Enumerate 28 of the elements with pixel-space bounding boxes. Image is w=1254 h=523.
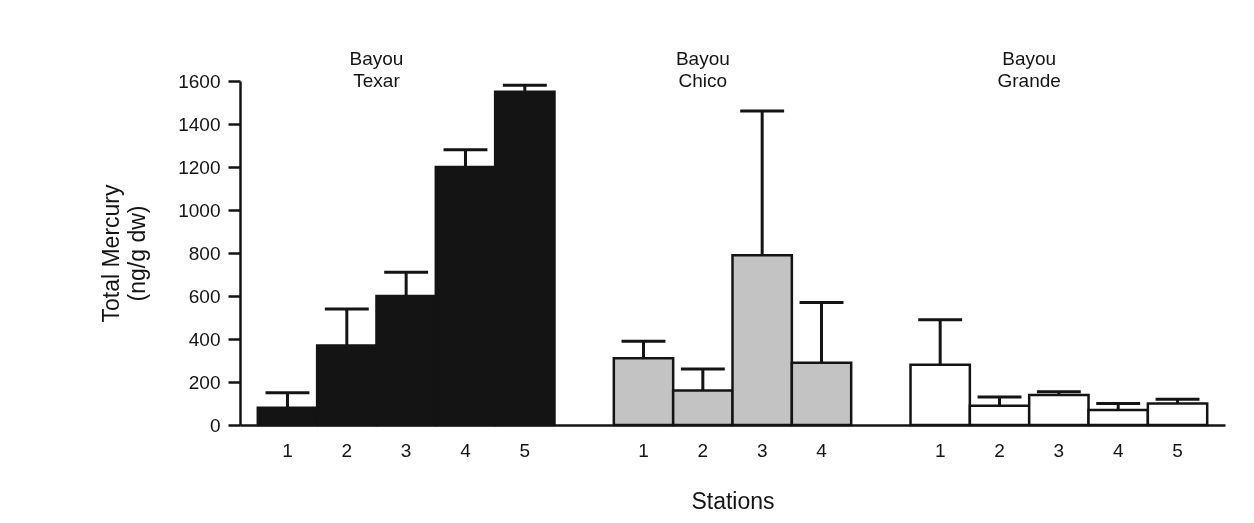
y-tick-label: 1200: [178, 156, 221, 178]
x-tick-label: 1: [282, 439, 293, 461]
y-tick-label: 600: [188, 285, 221, 307]
x-tick-label: 3: [1053, 439, 1065, 461]
x-tick-label: 4: [1112, 439, 1124, 461]
x-tick-label: 2: [994, 439, 1005, 461]
x-tick-label: 1: [638, 439, 649, 461]
x-tick-label: 1: [934, 439, 946, 461]
y-tick-label: 400: [188, 328, 221, 350]
y-tick-label: 0: [209, 414, 221, 436]
y-tick-label: 1400: [178, 113, 221, 135]
x-axis-title: Stations: [691, 487, 775, 514]
x-tick-label: 2: [697, 439, 709, 461]
y-tick-label: 800: [188, 242, 221, 264]
x-tick-label: 5: [519, 439, 531, 461]
y-axis-title: Total Mercury (ng/g dw): [98, 183, 151, 323]
x-tick-label: 4: [816, 439, 828, 461]
annotation: Bayou Grande: [997, 48, 1061, 91]
x-tick-label: 3: [400, 439, 412, 461]
x-tick-label: 5: [1172, 439, 1183, 461]
x-tick-label: 2: [341, 439, 353, 461]
y-tick-label: 1600: [178, 70, 221, 92]
annotation: Bayou Chico: [675, 48, 730, 91]
x-tick-label: 4: [460, 439, 472, 461]
x-tick-label: 3: [756, 439, 768, 461]
annotation: Bayou Texar: [349, 48, 404, 91]
y-tick-label: 1000: [178, 199, 221, 221]
y-tick-label: 200: [188, 371, 221, 393]
